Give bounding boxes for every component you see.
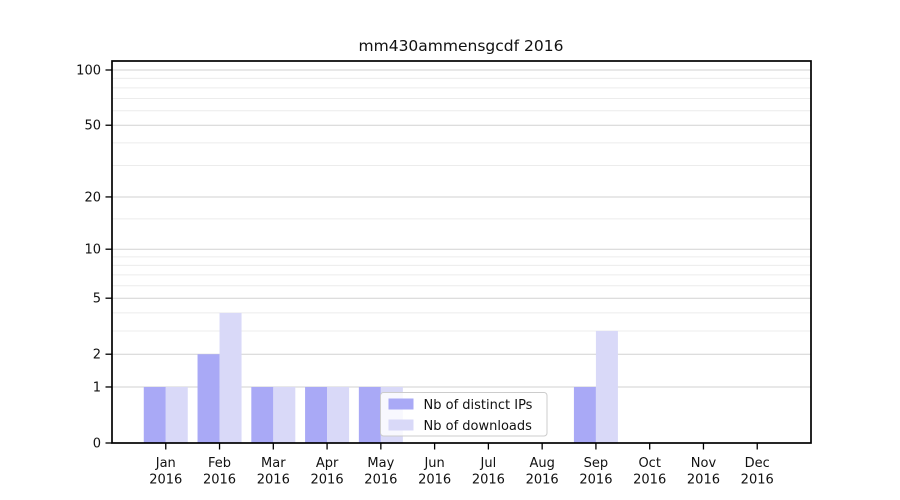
y-tick-label: 0 xyxy=(93,437,101,452)
chart-title: mm430ammensgcdf 2016 xyxy=(359,37,564,55)
y-tick-label: 5 xyxy=(93,292,101,307)
x-tick-label: Mar 2016 xyxy=(257,456,290,488)
y-tick-label: 20 xyxy=(84,190,101,205)
x-tick-label: Jul 2016 xyxy=(472,456,505,488)
bar xyxy=(595,330,618,443)
bar xyxy=(251,386,274,443)
legend: Nb of distinct IPs Nb of downloads xyxy=(380,392,548,437)
x-tick-label: Sep 2016 xyxy=(579,456,612,488)
x-tick-label: Jun 2016 xyxy=(418,456,451,488)
y-tick-label: 2 xyxy=(93,348,101,363)
x-tick-label: Dec 2016 xyxy=(741,456,774,488)
bar xyxy=(143,386,166,443)
axes xyxy=(105,60,812,450)
gridlines xyxy=(112,69,811,388)
x-tick-label: Oct 2016 xyxy=(633,456,666,488)
bar xyxy=(327,386,350,443)
legend-swatch xyxy=(388,419,414,431)
x-tick-label: Apr 2016 xyxy=(311,456,344,488)
plot-border xyxy=(111,60,812,444)
legend-swatch xyxy=(388,398,414,410)
bar xyxy=(273,386,296,443)
y-tick-label: 10 xyxy=(84,243,101,258)
legend-label: Nb of distinct IPs xyxy=(424,398,533,413)
bar xyxy=(197,354,220,443)
bar xyxy=(165,386,188,443)
bar xyxy=(358,386,381,443)
y-tick-label: 100 xyxy=(76,64,101,79)
bar xyxy=(219,312,242,443)
tick-labels: 0 1 2 5 10 20 50 100 Jan 2016 Feb 2016 Mar 2016 Apr 201… xyxy=(76,64,774,488)
y-tick-label: 1 xyxy=(93,380,101,395)
bar xyxy=(305,386,328,443)
legend-label: Nb of downloads xyxy=(424,419,533,434)
x-tick-label: Feb 2016 xyxy=(203,456,236,488)
x-tick-label: May 2016 xyxy=(364,456,397,488)
x-tick-label: Jan 2016 xyxy=(149,456,182,488)
bar xyxy=(573,386,596,443)
legend-frame xyxy=(380,392,548,437)
x-tick-label: Nov 2016 xyxy=(687,456,720,488)
x-tick-label: Aug 2016 xyxy=(526,456,559,488)
y-tick-label: 50 xyxy=(84,119,101,134)
